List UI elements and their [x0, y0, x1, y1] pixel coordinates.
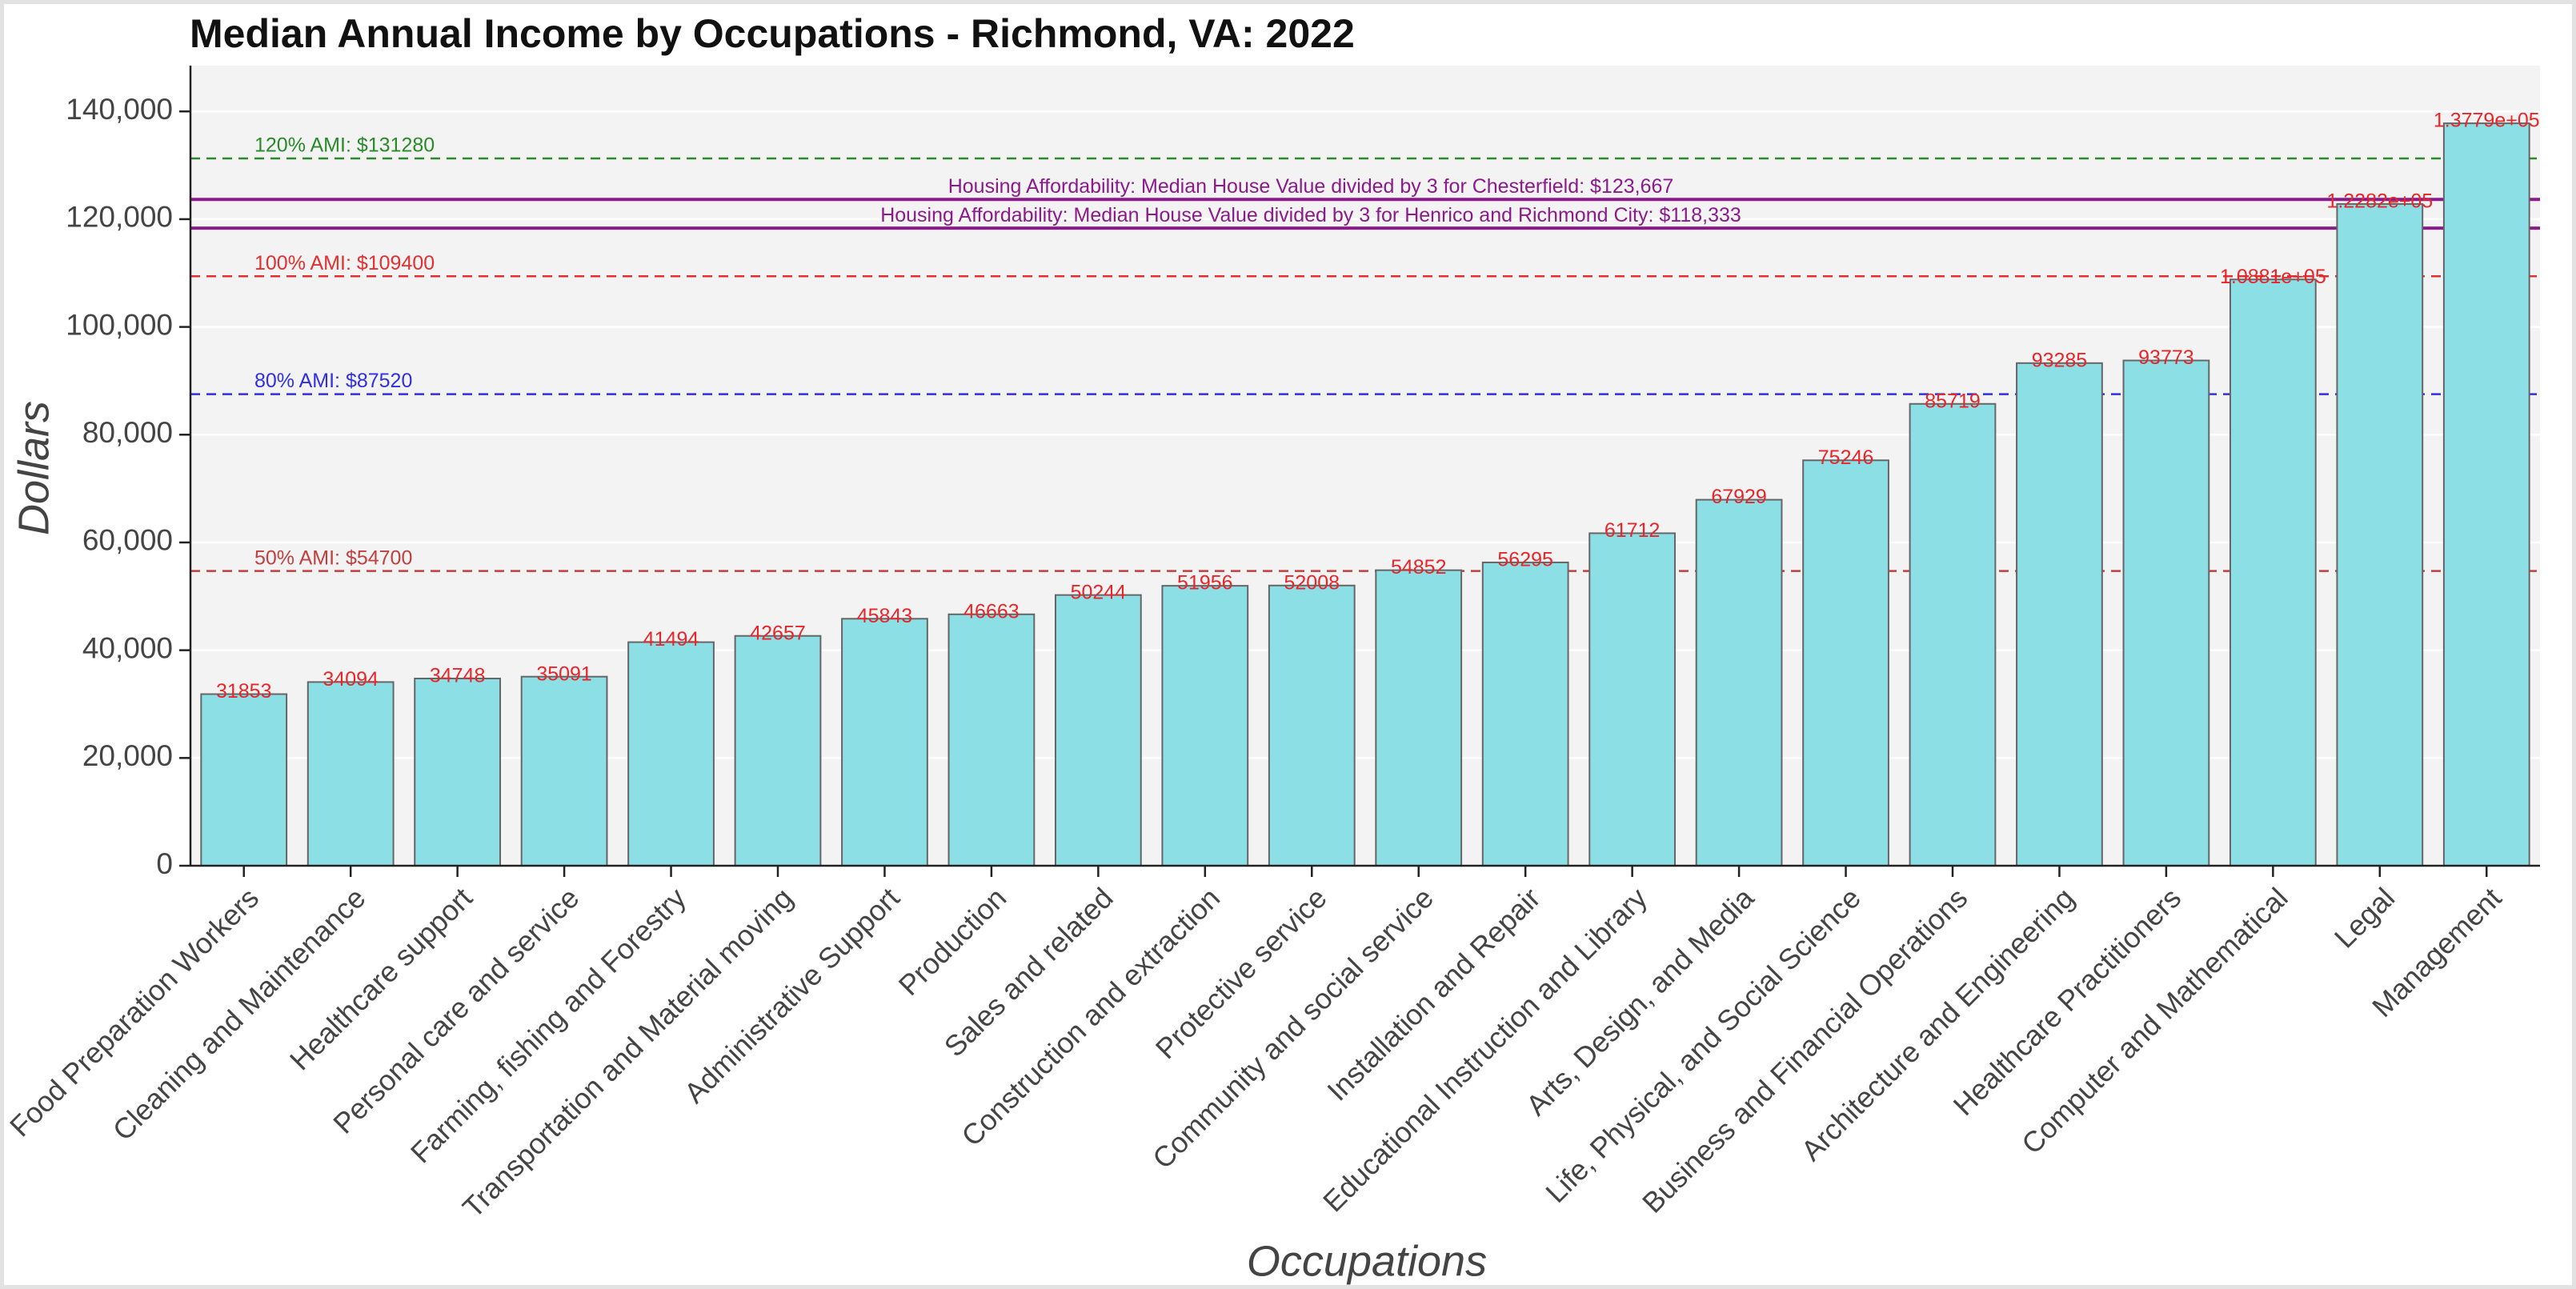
value-label: 61712 — [1604, 519, 1661, 542]
value-label: 42657 — [750, 622, 806, 644]
bar — [1909, 402, 1997, 867]
y-tick-label: 40,000 — [82, 631, 173, 664]
value-label: 34094 — [323, 668, 379, 691]
value-label: 31853 — [216, 680, 272, 703]
bar — [1802, 459, 1889, 867]
reference-label: 120% AMI: $131280 — [254, 134, 435, 157]
reference-label: 100% AMI: $109400 — [254, 252, 435, 274]
reference-label: 80% AMI: $87520 — [254, 370, 412, 392]
bar — [1161, 585, 1249, 867]
value-label: 85719 — [1925, 390, 1981, 412]
bar — [734, 634, 822, 867]
value-label: 46663 — [963, 600, 1020, 622]
bar — [1481, 561, 1569, 867]
value-label: 67929 — [1711, 486, 1767, 508]
bar — [1588, 532, 1677, 867]
bar — [2229, 278, 2317, 867]
y-tick-label: 100,000 — [66, 308, 173, 341]
bar — [627, 641, 715, 867]
bar — [520, 675, 608, 867]
y-tick-label: 60,000 — [82, 524, 173, 557]
bar — [1375, 569, 1463, 867]
y-tick-label: 140,000 — [66, 93, 173, 126]
value-label: 35091 — [536, 663, 592, 685]
bar — [1268, 584, 1356, 867]
bar — [414, 678, 502, 867]
y-tick-label: 20,000 — [82, 739, 173, 772]
reference-label: 50% AMI: $54700 — [254, 546, 412, 569]
value-label: 52008 — [1284, 571, 1340, 594]
reference-label: Housing Affordability: Median House Valu… — [880, 204, 1741, 226]
bar — [841, 618, 928, 867]
x-axis-label: Occupations — [1247, 1237, 1487, 1285]
bar — [947, 613, 1036, 867]
bar — [306, 681, 395, 867]
reference-lines: 120% AMI: $131280 Housing Affordability: … — [190, 134, 2540, 572]
value-label: 45843 — [857, 605, 913, 627]
value-label: 93773 — [2138, 346, 2194, 369]
value-label: 54852 — [1391, 556, 1447, 578]
y-tick-label: 80,000 — [82, 416, 173, 449]
value-label: 1.3779e+05 — [2434, 110, 2540, 132]
bar — [1054, 594, 1142, 867]
value-label: 34748 — [430, 665, 486, 687]
bar — [2336, 202, 2424, 867]
value-label: 50244 — [1071, 581, 1127, 603]
value-label: 51956 — [1177, 572, 1233, 594]
value-label: 41494 — [643, 628, 699, 651]
bar — [1695, 498, 1783, 867]
value-label: 1.2282e+05 — [2326, 190, 2433, 213]
value-label: 56295 — [1497, 549, 1553, 571]
y-tick-label: 120,000 — [66, 201, 173, 234]
value-label: 1.0881e+05 — [2220, 266, 2326, 288]
chart-title: Median Annual Income by Occupations - Ri… — [190, 11, 1355, 56]
value-label: 93285 — [2032, 349, 2088, 371]
bar — [2016, 362, 2103, 867]
bar — [2442, 122, 2530, 867]
y-tick-label: 0 — [156, 847, 173, 880]
bar — [2122, 359, 2210, 867]
y-axis-label: Dollars — [10, 401, 58, 535]
bar — [200, 693, 288, 867]
value-label: 75246 — [1818, 446, 1874, 469]
bars — [200, 122, 2530, 867]
reference-label: Housing Affordability: Median House Valu… — [948, 175, 1674, 198]
